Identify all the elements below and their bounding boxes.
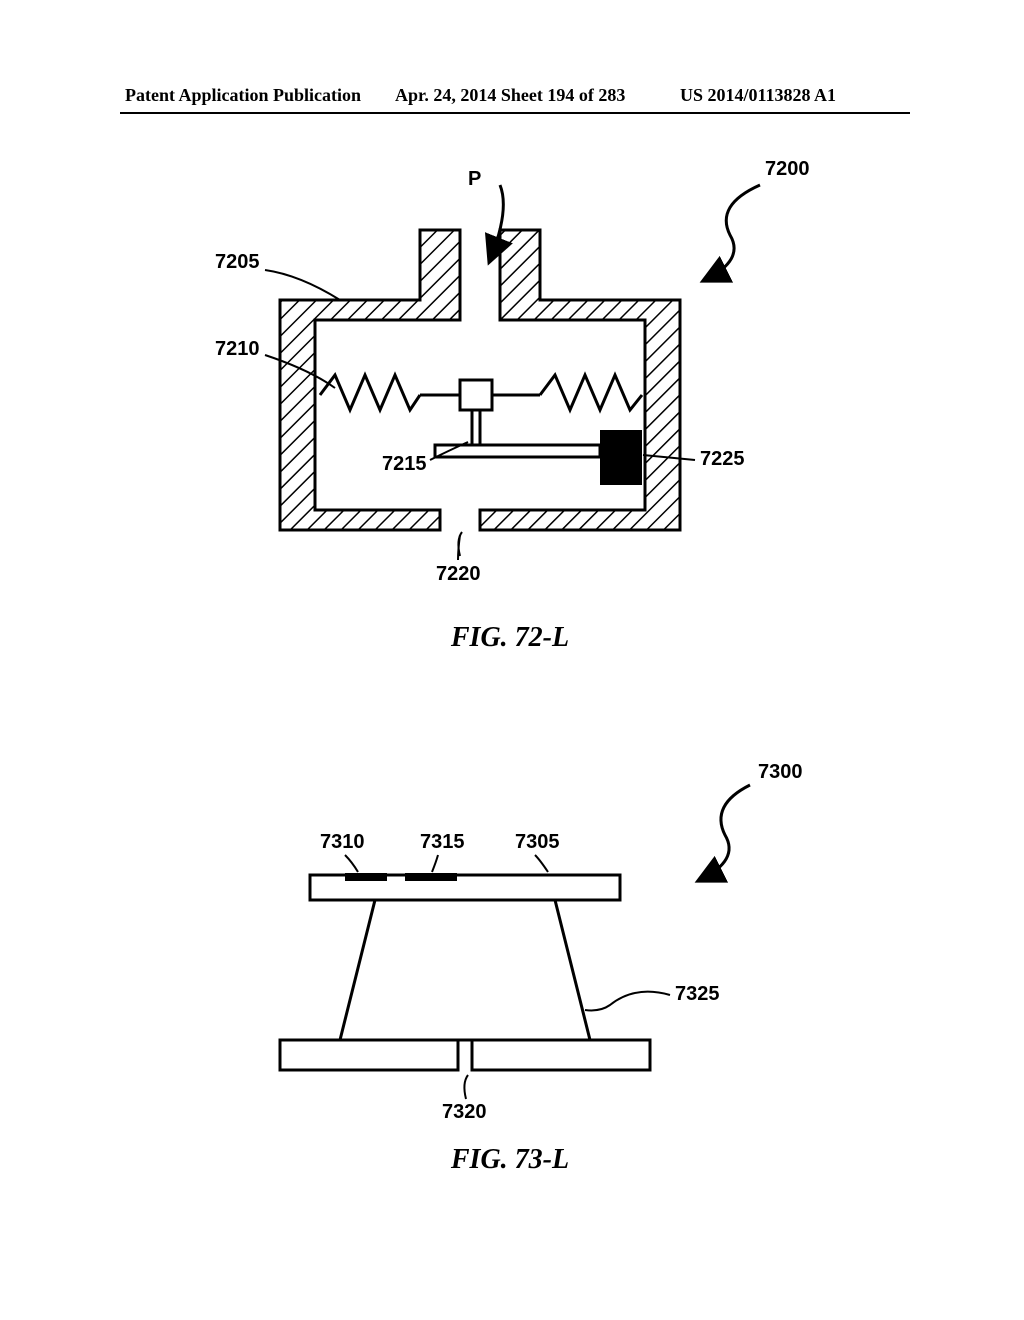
label-7310: 7310 xyxy=(320,831,365,853)
figure-73l: 7300 7310 7315 7305 7325 7320 FIG. 73-L xyxy=(180,760,840,1176)
electrode-7310 xyxy=(345,873,387,881)
spring-right xyxy=(540,375,642,410)
leader-7200 xyxy=(705,185,760,280)
label-7315: 7315 xyxy=(420,831,465,853)
label-7200: 7200 xyxy=(765,158,810,180)
leader-7320 xyxy=(464,1075,468,1099)
label-7215: 7215 xyxy=(382,453,427,475)
label-7320: 7320 xyxy=(442,1101,487,1123)
header-date-sheet: Apr. 24, 2014 Sheet 194 of 283 xyxy=(395,85,625,106)
caption-73l: FIG. 73-L xyxy=(180,1144,840,1176)
caption-73l-prefix: FIG. 73- xyxy=(451,1144,552,1175)
plunger-stem xyxy=(472,410,480,445)
leader-7315 xyxy=(432,855,438,872)
leader-7310 xyxy=(345,855,358,872)
header-publication: Patent Application Publication xyxy=(125,85,361,106)
base-left xyxy=(280,1040,458,1070)
header-divider xyxy=(120,112,910,114)
label-7205: 7205 xyxy=(215,251,260,273)
leader-7305 xyxy=(535,855,548,872)
electrode-7315 xyxy=(405,873,457,881)
label-7225: 7225 xyxy=(700,448,745,470)
label-7305: 7305 xyxy=(515,831,560,853)
leader-7300 xyxy=(700,785,750,880)
caption-72l-prefix: FIG. 72- xyxy=(451,622,552,653)
header-pubnum: US 2014/0113828 A1 xyxy=(680,85,836,106)
leader-7205 xyxy=(265,270,340,300)
caption-72l-suffix: L xyxy=(552,622,569,653)
leader-7220-curve xyxy=(458,532,462,556)
caption-72l: FIG. 72-L xyxy=(160,622,860,654)
trapezoid-body xyxy=(340,900,590,1040)
figure-72l-svg: P 7200 7205 7210 7215 7220 7225 xyxy=(160,150,860,630)
figure-72l: P 7200 7205 7210 7215 7220 7225 FIG. 72-… xyxy=(160,150,860,654)
caption-73l-suffix: L xyxy=(552,1144,569,1175)
block-7225 xyxy=(600,430,642,485)
label-7210: 7210 xyxy=(215,338,260,360)
label-7300: 7300 xyxy=(758,761,803,783)
spring-left xyxy=(320,375,420,410)
base-right xyxy=(472,1040,650,1070)
figure-73l-svg: 7300 7310 7315 7305 7325 7320 xyxy=(180,760,840,1140)
label-7325: 7325 xyxy=(675,983,720,1005)
label-7220: 7220 xyxy=(436,563,481,585)
leader-7325 xyxy=(585,992,670,1011)
plunger-block xyxy=(460,380,492,410)
label-P: P xyxy=(468,168,481,190)
